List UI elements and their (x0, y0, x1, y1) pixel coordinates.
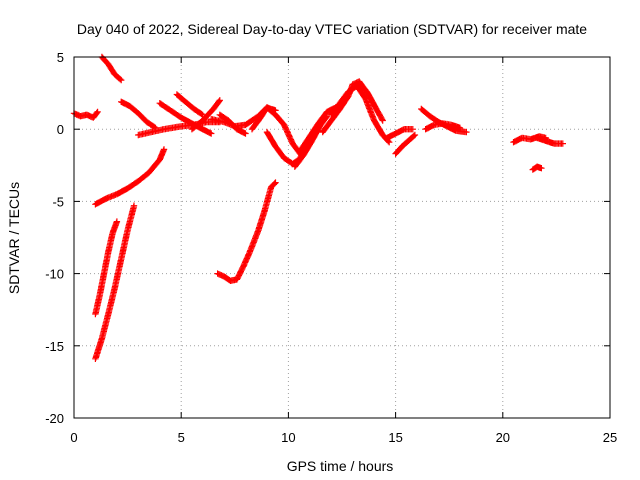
x-tick-label: 25 (603, 430, 617, 445)
y-axis-label: SDTVAR / TECUs (6, 182, 22, 294)
y-tick-label: -20 (45, 411, 64, 426)
y-tick-label: -10 (45, 267, 64, 282)
y-tick-label: -15 (45, 339, 64, 354)
x-tick-label: 15 (388, 430, 402, 445)
x-axis-label: GPS time / hours (287, 458, 394, 474)
chart-title: Day 040 of 2022, Sidereal Day-to-day VTE… (77, 21, 587, 37)
x-tick-label: 0 (70, 430, 77, 445)
x-tick-label: 20 (496, 430, 510, 445)
x-tick-label: 5 (178, 430, 185, 445)
y-tick-label: -5 (52, 194, 64, 209)
x-tick-label: 10 (281, 430, 295, 445)
y-tick-label: 5 (57, 50, 64, 65)
y-tick-label: 0 (57, 122, 64, 137)
sdtvar-chart: 0 5 10 15 20 25 5 0 -5 -10 -15 -20 Day 040 of 2022,… (0, 0, 640, 480)
